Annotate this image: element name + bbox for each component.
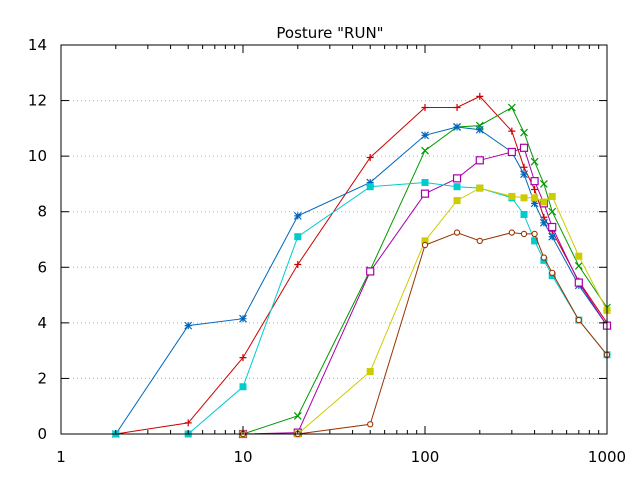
point-marker [574, 261, 583, 270]
point-marker [531, 230, 538, 238]
x-tick-label: 1 [56, 448, 66, 466]
y-tick-label: 12 [28, 92, 47, 110]
point-marker [184, 321, 193, 330]
series-7 [239, 229, 611, 438]
point-marker [293, 211, 302, 220]
series-2 [239, 103, 611, 438]
series-4 [238, 143, 612, 439]
series-line [115, 126, 608, 435]
y-tick-label: 10 [28, 147, 47, 165]
point-marker [548, 222, 557, 232]
point-marker [421, 146, 429, 155]
point-marker [508, 229, 515, 236]
point-marker [549, 269, 556, 276]
x-tick-label: 10 [233, 448, 252, 466]
series-6 [239, 184, 611, 438]
point-marker [453, 183, 461, 191]
point-marker [476, 237, 483, 245]
chart-title: Posture "RUN" [276, 24, 383, 42]
point-marker [530, 177, 539, 186]
point-marker [294, 233, 302, 241]
x-tick-label: 1000 [588, 448, 626, 466]
point-marker [531, 194, 539, 202]
y-tick-label: 14 [28, 36, 47, 54]
point-marker [539, 180, 548, 188]
point-marker [520, 210, 528, 218]
point-marker [575, 252, 583, 260]
y-tick-label: 0 [37, 425, 47, 443]
point-marker [366, 183, 374, 191]
series-1 [112, 92, 611, 438]
point-marker [575, 316, 582, 324]
point-marker [239, 354, 247, 362]
y-tick-label: 6 [37, 258, 47, 276]
plot-frame [60, 44, 608, 435]
point-marker [421, 179, 429, 187]
point-marker [184, 419, 192, 427]
point-marker [421, 104, 429, 112]
point-marker [421, 241, 429, 249]
point-marker [539, 218, 548, 227]
series-5 [112, 179, 611, 438]
point-marker [453, 104, 461, 112]
point-marker [531, 185, 539, 193]
point-marker [366, 154, 374, 162]
point-marker [530, 157, 539, 166]
point-marker [520, 128, 528, 137]
point-marker [519, 143, 529, 152]
point-marker [453, 229, 461, 236]
point-marker [239, 383, 247, 391]
point-marker [421, 131, 429, 140]
series-layer [111, 92, 612, 439]
point-marker [453, 123, 461, 131]
y-tick-label: 8 [37, 203, 47, 221]
point-marker [508, 192, 516, 200]
x-tick-label: 100 [411, 448, 440, 466]
point-marker [475, 125, 484, 134]
point-marker [420, 189, 430, 198]
point-marker [367, 421, 374, 428]
axes: 0 2 4 6 8 10 12 14 1 10 100 1000 [28, 36, 626, 466]
point-marker [531, 237, 539, 245]
series-line [115, 181, 608, 435]
point-marker [293, 412, 302, 420]
point-marker [548, 232, 557, 241]
point-marker [540, 198, 548, 206]
point-marker [520, 194, 528, 202]
point-marker [476, 184, 484, 192]
point-marker [520, 170, 528, 179]
point-marker [452, 174, 462, 183]
point-marker [548, 192, 556, 200]
series-line [115, 95, 608, 435]
point-marker [366, 367, 374, 375]
point-marker [520, 230, 528, 238]
point-marker [508, 127, 516, 135]
y-tick-label: 2 [37, 369, 47, 387]
point-marker [574, 278, 583, 287]
point-marker [421, 237, 429, 245]
point-marker [507, 147, 516, 157]
grid-lines [61, 100, 607, 379]
point-marker [475, 156, 484, 165]
point-marker [520, 163, 528, 171]
point-marker [294, 261, 302, 269]
point-marker [239, 314, 247, 323]
point-marker [453, 197, 461, 205]
point-marker [530, 199, 539, 208]
point-marker [476, 92, 484, 100]
point-marker [366, 178, 375, 187]
point-marker [540, 254, 548, 261]
point-marker [366, 267, 375, 276]
y-tick-label: 4 [37, 314, 47, 332]
point-marker [507, 103, 516, 112]
point-marker [548, 207, 557, 216]
